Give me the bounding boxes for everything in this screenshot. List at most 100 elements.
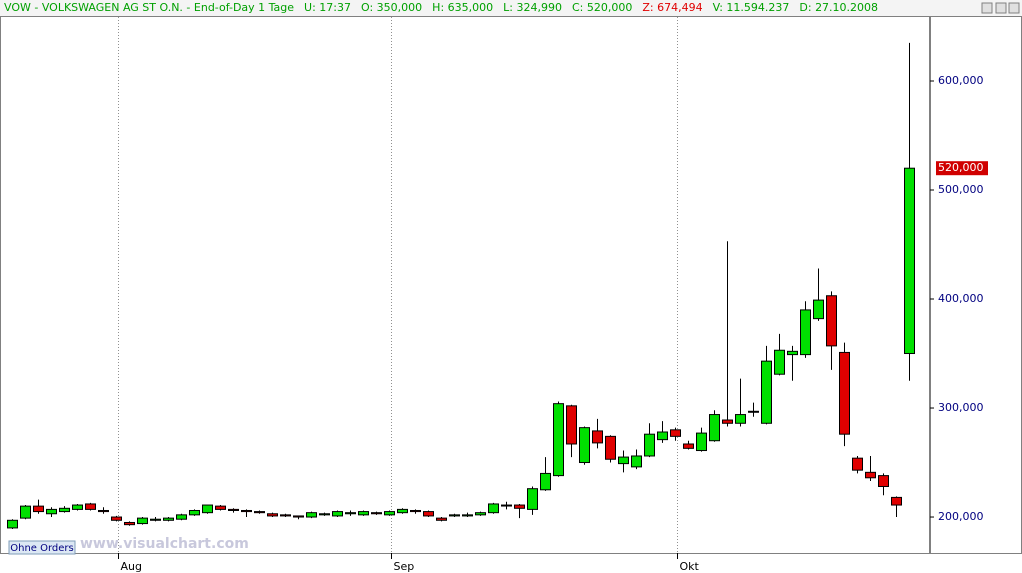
candle-body bbox=[579, 427, 590, 464]
candle-body bbox=[176, 514, 187, 520]
candle-body bbox=[33, 505, 44, 513]
candle-body bbox=[371, 512, 382, 515]
candle-body bbox=[163, 517, 174, 521]
y-tick-label: 200,000 bbox=[938, 510, 984, 523]
header-field: Z: 674,494 bbox=[642, 1, 702, 14]
candle-body bbox=[72, 504, 83, 510]
header-title: VOW - VOLKSWAGEN AG ST O.N. - End-of-Day… bbox=[4, 1, 294, 14]
candle-body bbox=[592, 430, 603, 444]
candle-body bbox=[566, 405, 577, 445]
y-tick-label: 400,000 bbox=[938, 292, 984, 305]
candle-body bbox=[46, 508, 57, 515]
candle-body bbox=[20, 505, 31, 519]
header-field: D: 27.10.2008 bbox=[799, 1, 878, 14]
header-field: O: 350,000 bbox=[361, 1, 422, 14]
candle-body bbox=[813, 299, 824, 320]
y-tick-label: 500,000 bbox=[938, 183, 984, 196]
candle-body bbox=[267, 513, 278, 517]
candle-body bbox=[202, 504, 213, 514]
candle-body bbox=[839, 351, 850, 435]
candle-body bbox=[631, 455, 642, 468]
candle-body bbox=[527, 488, 538, 510]
watermark: www.visualchart.com bbox=[80, 536, 249, 552]
candle-body bbox=[488, 503, 499, 514]
candle-body bbox=[137, 517, 148, 525]
candle-body bbox=[774, 349, 785, 375]
candle-body bbox=[540, 472, 551, 491]
candle-body bbox=[761, 360, 772, 424]
candle-body bbox=[436, 517, 447, 521]
candle-body bbox=[514, 504, 525, 509]
last-price-tag bbox=[936, 161, 988, 176]
candle-body bbox=[397, 508, 408, 514]
x-tick-label: Sep bbox=[394, 560, 415, 573]
candle-body bbox=[722, 419, 733, 424]
candle-body bbox=[748, 410, 759, 413]
candle-body bbox=[410, 509, 421, 513]
maximize-button[interactable] bbox=[995, 2, 1007, 14]
candle-body bbox=[241, 509, 252, 513]
candle-body bbox=[800, 309, 811, 356]
candle-body bbox=[904, 167, 915, 355]
candle-body bbox=[605, 435, 616, 460]
header-field: C: 520,000 bbox=[572, 1, 632, 14]
candle-body bbox=[59, 507, 70, 513]
candle-body bbox=[98, 509, 109, 513]
candle-body bbox=[657, 431, 668, 441]
orders-button-label[interactable]: Ohne Orders bbox=[10, 543, 74, 554]
candle-body bbox=[709, 414, 720, 442]
minimize-button[interactable] bbox=[981, 2, 993, 14]
candle-body bbox=[475, 512, 486, 516]
header-field: H: 635,000 bbox=[432, 1, 493, 14]
x-tick-label: Aug bbox=[121, 560, 142, 573]
candle-body bbox=[111, 516, 122, 521]
candle-body bbox=[293, 515, 304, 518]
candle-body bbox=[189, 509, 200, 516]
candle-body bbox=[501, 504, 512, 507]
candle-body bbox=[644, 433, 655, 457]
price-axis bbox=[930, 16, 1022, 554]
candle-body bbox=[683, 443, 694, 449]
x-tick-label: Okt bbox=[680, 560, 700, 573]
last-price-label: 520,000 bbox=[938, 161, 984, 174]
candle-body bbox=[280, 514, 291, 517]
header-field: L: 324,990 bbox=[503, 1, 562, 14]
candle-body bbox=[852, 457, 863, 471]
candle-body bbox=[150, 518, 161, 521]
candle-body bbox=[826, 295, 837, 347]
candle-body bbox=[228, 508, 239, 511]
candle-body bbox=[865, 471, 876, 479]
candle-body bbox=[462, 514, 473, 517]
candle-body bbox=[891, 496, 902, 506]
header-field: U: 17:37 bbox=[304, 1, 351, 14]
candle-body bbox=[85, 503, 96, 510]
candle-body bbox=[553, 403, 564, 477]
candle-body bbox=[878, 475, 889, 488]
candle-body bbox=[735, 414, 746, 424]
candle-body bbox=[358, 511, 369, 516]
candle-body bbox=[696, 432, 707, 452]
candle-body bbox=[384, 511, 395, 516]
candle-body bbox=[254, 511, 265, 514]
candle-body bbox=[670, 429, 681, 437]
candle-body bbox=[345, 512, 356, 515]
candle-body bbox=[215, 505, 226, 510]
candle-body bbox=[319, 513, 330, 516]
window-buttons bbox=[981, 2, 1020, 14]
candle-body bbox=[7, 519, 18, 529]
close-button[interactable] bbox=[1008, 2, 1020, 14]
candle-body bbox=[332, 511, 343, 517]
orders-button[interactable] bbox=[8, 540, 76, 555]
candle-body bbox=[449, 514, 460, 517]
plot-area bbox=[0, 16, 930, 554]
y-tick-label: 300,000 bbox=[938, 401, 984, 414]
candle-body bbox=[423, 511, 434, 517]
header-bar bbox=[0, 0, 1022, 16]
y-tick-label: 600,000 bbox=[938, 74, 984, 87]
candle-body bbox=[787, 350, 798, 356]
header-field: V: 11.594.237 bbox=[713, 1, 790, 14]
candle-body bbox=[306, 512, 317, 518]
candle-body bbox=[124, 521, 135, 526]
candle-body bbox=[618, 456, 629, 465]
